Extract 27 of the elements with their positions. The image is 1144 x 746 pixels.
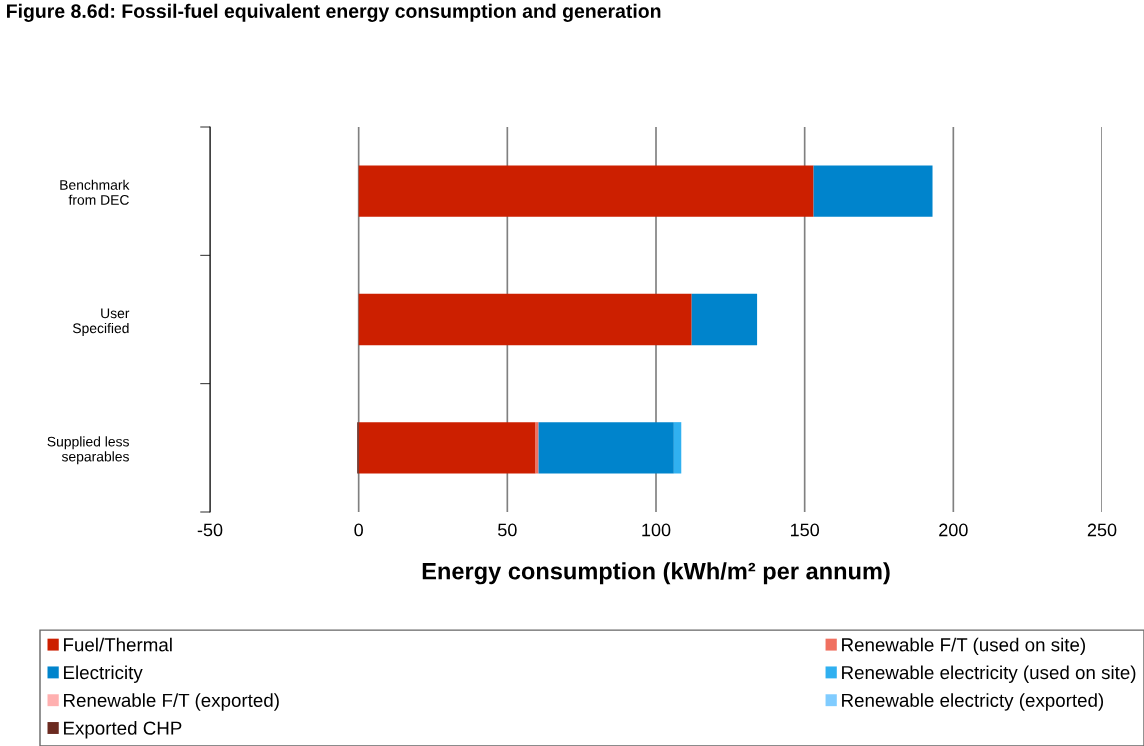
x-tick-label: 150 [790,523,820,537]
legend-label: Exported CHP [64,721,182,739]
x-tick-label: 50 [498,523,517,537]
legend-label: Electricity [64,665,143,683]
bar [358,165,814,217]
y-tick-label: Benchmark from DEC [60,179,130,205]
x-tick-label: 200 [939,523,968,537]
y-tick-label: User Specified [72,308,130,336]
x-axis-title: Energy consumption (kWh/m² per annum) [422,562,890,585]
legend-label: Renewable F/T (used on site) [842,637,1085,656]
chart-title: Figure 8.6d: Fossil-fuel equivalent energy consumption and generation [7,3,661,22]
y-tick-label: Supplied less separables [47,436,129,465]
bar [358,293,692,346]
x-tick-label: 0 [354,523,363,537]
legend-label: Renewable electricty (exported) [842,693,1104,711]
bar [538,422,674,474]
legend-label: Renewable electricity (used on site) [842,665,1136,683]
bar [813,165,933,217]
x-tick-label: -50 [197,523,223,537]
bar [358,422,536,474]
x-tick-label: 250 [1087,523,1117,537]
bar [691,293,758,346]
legend-label: Renewable F/T (exported) [64,693,279,711]
bar [535,422,539,474]
legend-label: Fuel/Thermal [64,637,172,652]
bar [673,422,682,474]
x-tick-label: 100 [642,523,671,537]
